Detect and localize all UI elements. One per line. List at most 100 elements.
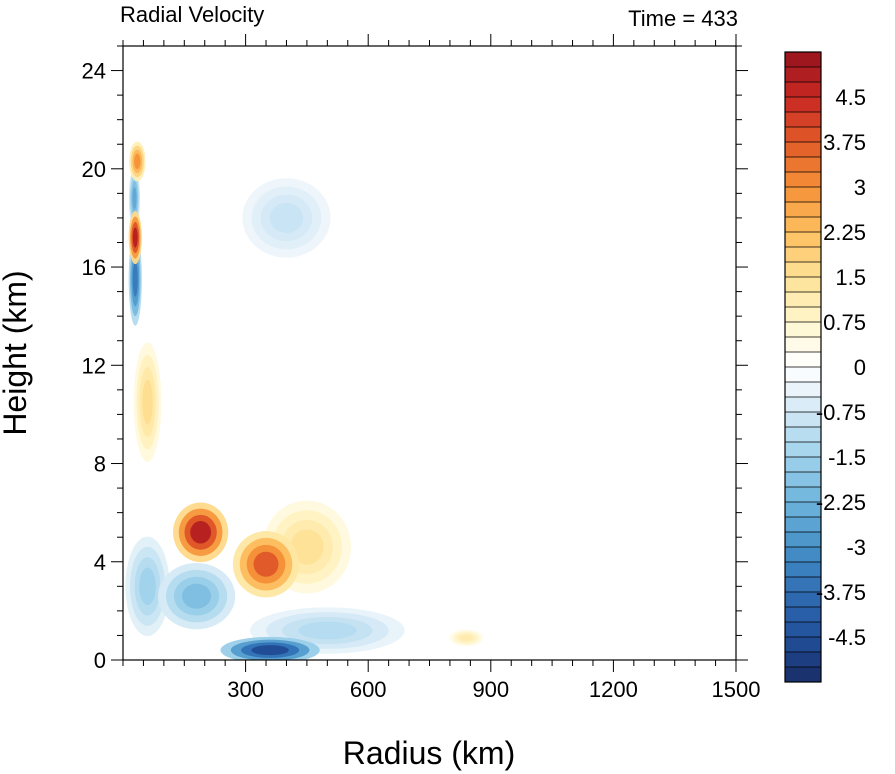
colorbar-label: 0.75 bbox=[823, 310, 866, 335]
colorbar-bin bbox=[785, 427, 821, 443]
colorbar-label: 3 bbox=[854, 175, 866, 200]
colorbar-bin bbox=[785, 502, 821, 518]
field-contour bbox=[251, 645, 289, 656]
colorbar-bin bbox=[785, 127, 821, 143]
colorbar-bin bbox=[785, 142, 821, 158]
field-feature-outflow-layer-top bbox=[129, 141, 146, 182]
colorbar-bin bbox=[785, 487, 821, 503]
colorbar-label: 0 bbox=[854, 355, 866, 380]
field-contour bbox=[460, 634, 473, 642]
field-contour bbox=[134, 153, 141, 169]
colorbar-bin bbox=[785, 187, 821, 203]
field-contour bbox=[181, 583, 212, 609]
colorbar-label: -0.75 bbox=[816, 400, 866, 425]
colorbar-bin bbox=[785, 622, 821, 638]
x-axis-label: Radius (km) bbox=[343, 735, 515, 771]
colorbar-bin bbox=[785, 337, 821, 353]
colorbar-bin bbox=[785, 637, 821, 653]
colorbar-bin bbox=[785, 322, 821, 338]
colorbar-bin bbox=[785, 52, 821, 68]
y-tick-label: 20 bbox=[82, 157, 106, 182]
colorbar-label: 4.5 bbox=[835, 85, 866, 110]
colorbar-bin bbox=[785, 82, 821, 98]
colorbar-bin bbox=[785, 457, 821, 473]
colorbar-label: 2.25 bbox=[823, 220, 866, 245]
y-tick-label: 0 bbox=[94, 648, 106, 673]
colorbar-bin bbox=[785, 442, 821, 458]
y-axis-label: Height (km) bbox=[0, 270, 33, 435]
y-tick-label: 12 bbox=[82, 353, 106, 378]
colorbar-bin bbox=[785, 262, 821, 278]
field-feature-mid-outflow-band bbox=[133, 342, 162, 462]
colorbar-bin bbox=[785, 367, 821, 383]
colorbar-bin bbox=[785, 112, 821, 128]
colorbar-bin bbox=[785, 172, 821, 188]
field-feature-small-jet bbox=[449, 629, 483, 647]
field-feature-inflow-upper-2 bbox=[128, 168, 140, 229]
colorbar-bin bbox=[785, 607, 821, 623]
colorbar-bin bbox=[785, 217, 821, 233]
velocity-field bbox=[125, 141, 483, 660]
colorbar-bin bbox=[785, 412, 821, 428]
field-feature-low-inflow bbox=[157, 562, 236, 630]
colorbar-bin bbox=[785, 202, 821, 218]
field-feature-inner-inflow bbox=[125, 536, 170, 637]
colorbar-bin bbox=[785, 472, 821, 488]
y-axis: 0 4 8 12 16 20 24 bbox=[82, 45, 748, 673]
field-contour bbox=[139, 567, 156, 606]
colorbar-bin bbox=[785, 67, 821, 83]
colorbar-bin bbox=[785, 397, 821, 413]
colorbar-bin bbox=[785, 667, 821, 683]
x-tick-label: 1500 bbox=[712, 677, 761, 702]
field-feature-eyewall-outflow bbox=[173, 502, 229, 563]
colorbar-bin bbox=[785, 652, 821, 668]
y-tick-label: 24 bbox=[82, 59, 106, 84]
x-tick-label: 1200 bbox=[589, 677, 638, 702]
colorbar-bin bbox=[785, 352, 821, 368]
y-tick-label: 8 bbox=[94, 452, 106, 477]
colorbar-label: -2.25 bbox=[816, 490, 866, 515]
y-tick-label: 4 bbox=[94, 550, 106, 575]
x-tick-label: 900 bbox=[472, 677, 509, 702]
y-tick-label: 16 bbox=[82, 255, 106, 280]
colorbar-bin bbox=[785, 592, 821, 608]
colorbar-bin bbox=[785, 247, 821, 263]
colorbar-label: 1.5 bbox=[835, 265, 866, 290]
chart-title: Radial Velocity bbox=[120, 2, 264, 27]
colorbar-label: -1.5 bbox=[828, 445, 866, 470]
colorbar-bin bbox=[785, 307, 821, 323]
field-contour bbox=[132, 186, 137, 210]
colorbar-bin bbox=[785, 232, 821, 248]
x-tick-label: 300 bbox=[227, 677, 264, 702]
colorbar-frame bbox=[784, 51, 822, 683]
x-axis: 300 600 900 1200 1500 bbox=[122, 34, 761, 702]
colorbar-bin bbox=[785, 577, 821, 593]
colorbar-label: -3 bbox=[846, 535, 866, 560]
field-contour bbox=[190, 521, 212, 544]
field-contour bbox=[132, 261, 138, 297]
colorbar-label: 3.75 bbox=[823, 130, 866, 155]
colorbar-label: -3.75 bbox=[816, 580, 866, 605]
field-contour bbox=[253, 551, 279, 577]
colorbar-bin bbox=[785, 532, 821, 548]
field-feature-outflow-layer-upper bbox=[128, 211, 142, 265]
time-label: Time = 433 bbox=[628, 6, 738, 31]
x-tick-label: 600 bbox=[350, 677, 387, 702]
colorbar-bin bbox=[785, 562, 821, 578]
colorbar-bin bbox=[785, 292, 821, 308]
colorbar-bin bbox=[785, 157, 821, 173]
field-contour bbox=[142, 379, 153, 425]
field-feature-boundary-inflow bbox=[220, 636, 320, 660]
field-contour bbox=[132, 227, 138, 248]
colorbar-bin bbox=[785, 382, 821, 398]
colorbar: 4.5 3.75 3 2.25 1.5 0.75 0 -0.75 -1.5 -2.25 -3 -3.7… bbox=[784, 51, 866, 683]
field-feature-rainband-outflow bbox=[232, 531, 300, 598]
colorbar-bin bbox=[785, 97, 821, 113]
colorbar-label: -4.5 bbox=[828, 625, 866, 650]
field-feature-cirrus-inflow bbox=[242, 178, 331, 258]
colorbar-bin bbox=[785, 547, 821, 563]
colorbar-bin bbox=[785, 277, 821, 293]
field-contour bbox=[290, 529, 324, 565]
field-contour bbox=[269, 202, 304, 233]
